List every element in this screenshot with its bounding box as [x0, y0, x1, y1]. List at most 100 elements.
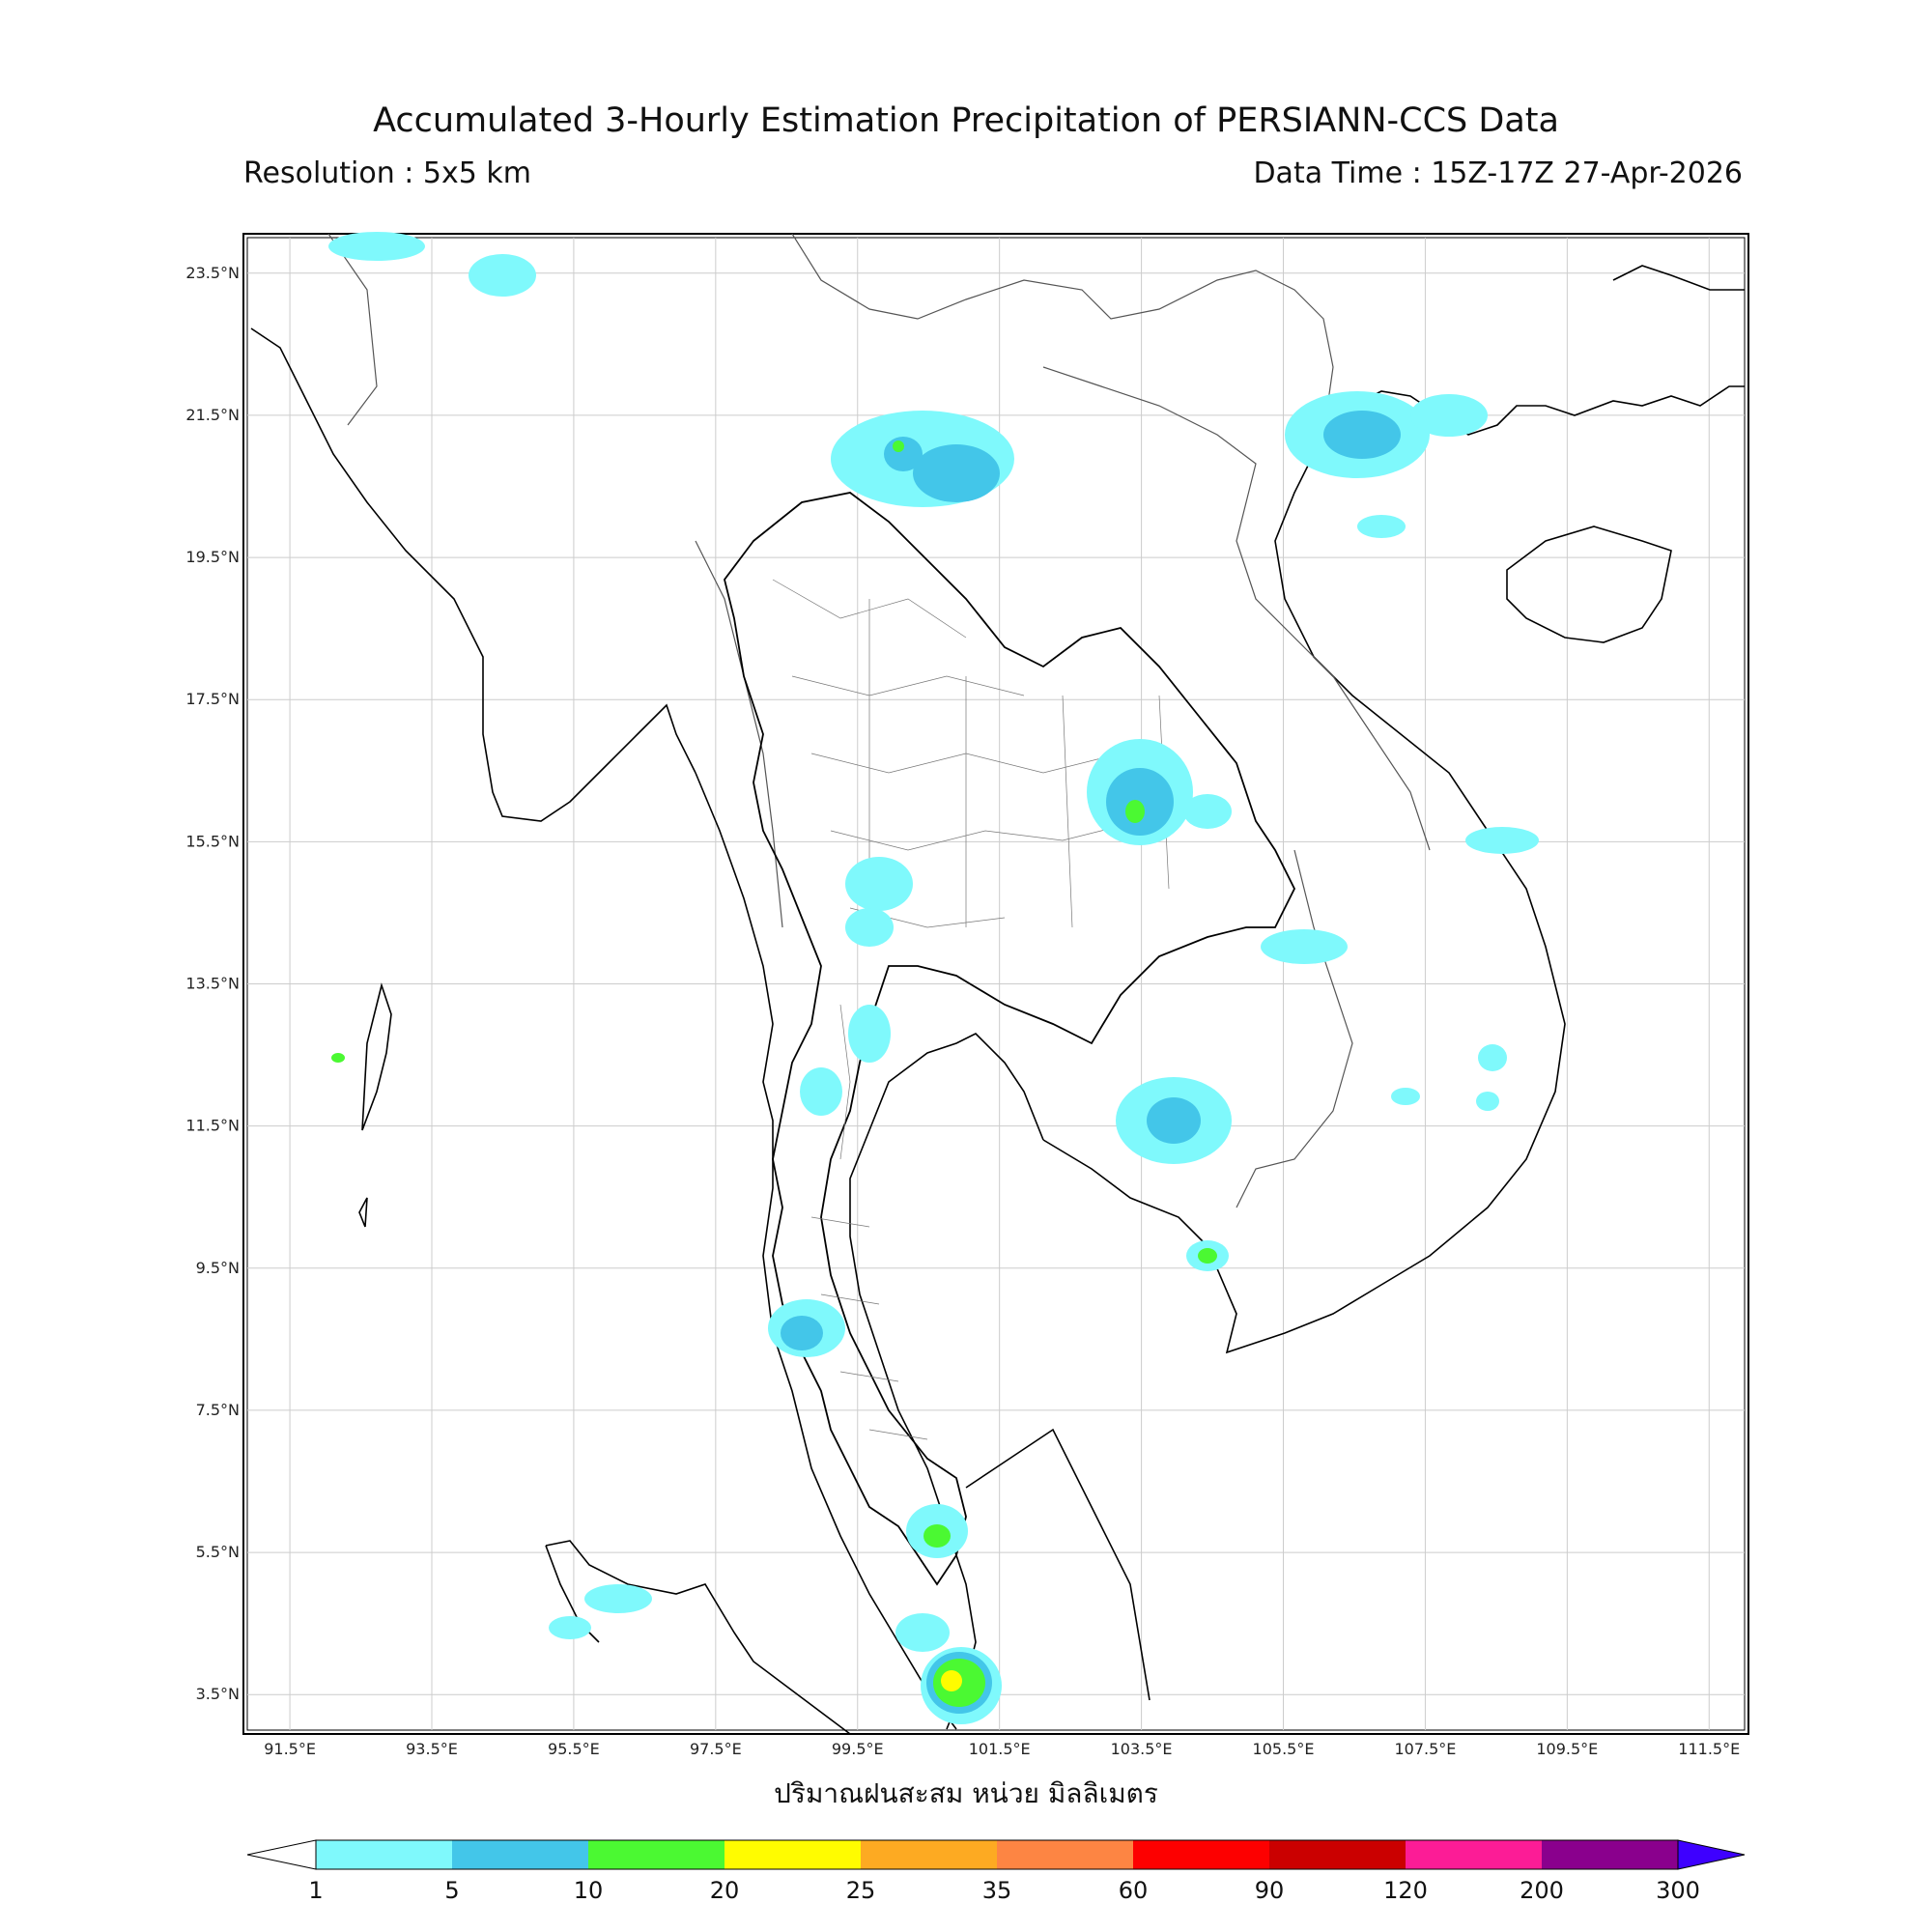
y-tick-label: 11.5°N [185, 1117, 240, 1135]
y-tick-label: 7.5°N [196, 1401, 240, 1419]
border-china-laos [791, 233, 1334, 436]
border-myanmar-thailand [695, 540, 783, 928]
x-tick-label: 109.5°E [1536, 1740, 1598, 1758]
y-tick-label: 21.5°N [185, 406, 240, 424]
y-tick-label: 5.5°N [196, 1543, 240, 1561]
data-time-label: Data Time : 15Z-17Z 27-Apr-2026 [1253, 156, 1743, 190]
x-tick-label: 107.5°E [1394, 1740, 1456, 1758]
rain-cell-andaman-islands [331, 1053, 345, 1063]
rain-cell-hanoi-core [1323, 411, 1401, 459]
colorbar-segment-6 [1133, 1840, 1270, 1869]
thailand-border [724, 492, 1296, 1586]
x-tick-label: 99.5°E [832, 1740, 884, 1758]
rain-cell-cambodia-north [1261, 929, 1348, 964]
rain-cell-vietnam-coast [1465, 827, 1539, 854]
y-tick-label: 3.5°N [196, 1685, 240, 1703]
coastline-gulf-tonkin [1322, 385, 1745, 436]
colorbar-tick-label: 1 [308, 1877, 323, 1904]
colorbar-min-arrow [246, 1839, 317, 1870]
rain-cell-north-vietnam [1357, 515, 1406, 538]
colorbar-tick-label: 25 [846, 1877, 876, 1904]
colorbar-tick-label: 120 [1383, 1877, 1428, 1904]
rain-cell-myanmar-north [469, 254, 536, 297]
thailand-districts [772, 579, 1170, 1440]
colorbar-segment-8 [1406, 1840, 1543, 1869]
colorbar-segment-2 [588, 1840, 725, 1869]
colorbar-segment-1 [452, 1840, 589, 1869]
chart-title: Accumulated 3-Hourly Estimation Precipit… [373, 101, 1559, 140]
colorbar-tick-label: 10 [574, 1877, 604, 1904]
y-tick-label: 9.5°N [196, 1259, 240, 1277]
coastline-andaman-islands [361, 982, 392, 1131]
colorbar-tick-label: 90 [1255, 1877, 1285, 1904]
colorbar-tick-label: 5 [444, 1877, 459, 1904]
rain-cell-central-south [845, 908, 894, 947]
rain-cell-south-peak [923, 1524, 951, 1548]
coastline-sumatra [545, 1540, 851, 1735]
colorbar-segment-5 [997, 1840, 1134, 1869]
colorbar-max-arrow [1677, 1839, 1746, 1870]
x-axis-ticks: 91.5°E 93.5°E 95.5°E 97.5°E 99.5°E 101.5°E 103… [264, 1740, 1740, 1758]
colorbar-tick-label: 60 [1119, 1877, 1149, 1904]
rain-cell-andaman-coast [800, 1067, 842, 1116]
rain-cell-south-china-sea2 [1476, 1092, 1499, 1111]
colorbar-label: ปริมาณฝนสะสม หน่วย มิลลิเมตร [774, 1777, 1158, 1809]
border-laos-vietnam [1042, 366, 1431, 851]
rain-cell-mekong [1391, 1088, 1420, 1105]
x-tick-label: 103.5°E [1111, 1740, 1173, 1758]
coastline-nicobar [358, 1197, 368, 1228]
border-myanmar-china [327, 233, 378, 426]
rain-cell-gulf-peak [1198, 1248, 1217, 1264]
resolution-label: Resolution : 5x5 km [243, 156, 531, 190]
colorbar-segment-4 [861, 1840, 998, 1869]
rain-cell-isan-peak [1125, 800, 1145, 823]
rain-cell-malaysia-max [941, 1670, 962, 1691]
thailand-outline [724, 492, 1296, 1586]
colorbar-segment-9 [1542, 1840, 1679, 1869]
rain-cell-tonkin [1410, 394, 1488, 437]
coastline-hainan [1506, 526, 1672, 643]
coastline-sumatra-tip [545, 1545, 600, 1643]
rain-cell-isan-east [1183, 794, 1232, 829]
y-tick-label: 15.5°N [185, 832, 240, 850]
rain-cell-south-china-sea [1478, 1044, 1507, 1071]
x-tick-label: 97.5°E [690, 1740, 742, 1758]
x-tick-label: 105.5°E [1253, 1740, 1315, 1758]
rain-cell-penang [895, 1613, 950, 1652]
x-tick-label: 91.5°E [264, 1740, 316, 1758]
rain-cell-central [845, 857, 913, 911]
precipitation-cells [328, 232, 1539, 1724]
y-tick-label: 13.5°N [185, 975, 240, 993]
colorbar-segment-3 [724, 1840, 862, 1869]
x-tick-label: 111.5°E [1678, 1740, 1740, 1758]
rain-cell-cambodia-core [1147, 1097, 1201, 1144]
coastline-myanmar-west [250, 327, 696, 822]
rain-cell-petchaburi [848, 1005, 891, 1063]
rain-cell-nw-laos-core2 [884, 437, 923, 471]
district-lines [772, 579, 1170, 1440]
colorbar-tick-label: 200 [1520, 1877, 1564, 1904]
rain-cell-surat-core [781, 1316, 823, 1350]
colorbar-tick-label: 20 [710, 1877, 740, 1904]
colorbar-tick-label: 300 [1656, 1877, 1700, 1904]
coastline-gulf-thailand [849, 1033, 1044, 1730]
colorbar-segment-0 [316, 1840, 453, 1869]
coastline-malaysia-east [965, 1428, 1151, 1701]
y-tick-label: 17.5°N [185, 690, 240, 708]
colorbar-tick-label: 35 [982, 1877, 1012, 1904]
rain-cell-sumatra [584, 1584, 652, 1613]
colorbar-segment-7 [1269, 1840, 1406, 1869]
coastline-china-south [1612, 265, 1745, 291]
coastlines [250, 265, 1745, 1735]
y-axis-ticks: 23.5°N 21.5°N 19.5°N 17.5°N 15.5°N 13.5°N 11.5… [185, 264, 240, 1703]
rain-cell-nw-laos-peak [893, 440, 904, 452]
y-tick-label: 19.5°N [185, 548, 240, 566]
x-tick-label: 95.5°E [548, 1740, 600, 1758]
rain-cell-nw-laos-core [913, 444, 1000, 502]
rain-cell-myanmar-ne [328, 232, 425, 261]
colorbar: 1 5 10 20 25 35 60 90 120 200 300 [246, 1839, 1746, 1904]
coastline-andaman-sea [695, 772, 957, 1730]
x-tick-label: 101.5°E [969, 1740, 1031, 1758]
y-tick-label: 23.5°N [185, 264, 240, 282]
